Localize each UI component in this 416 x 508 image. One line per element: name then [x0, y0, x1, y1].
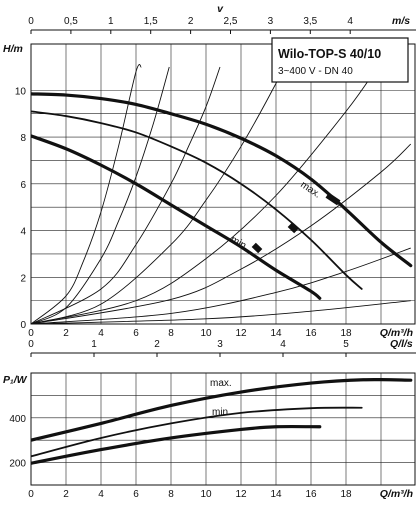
pump-curve — [31, 377, 413, 442]
x-tick-label: 14 — [270, 328, 282, 339]
head-flow-panel: 0 0,5 1 1,5 2 2,5 3 3,5 4 m/s v 0 2 4 6 8 10 12 14 16 18 Q/m³… — [3, 3, 416, 339]
x-tick-label: 4 — [98, 328, 104, 339]
x-tick-label: 10 — [200, 328, 212, 339]
top-axis-tick-label: 1 — [108, 16, 114, 27]
x-tick-label: 14 — [270, 489, 282, 500]
top-axis-tick-label: 3 — [268, 16, 274, 27]
y-tick-label: 10 — [15, 86, 27, 97]
pump-curve — [31, 424, 322, 465]
x-tick-label: 16 — [305, 489, 317, 500]
x-tick-label: 8 — [168, 489, 174, 500]
x-tick-label: 6 — [133, 489, 139, 500]
x-tick-label: 2 — [63, 328, 69, 339]
system-curve — [31, 64, 142, 324]
top-axis-tick-label: 4 — [280, 339, 286, 350]
x-tick-label: 18 — [340, 489, 352, 500]
plot-frame — [30, 372, 416, 486]
system-curve — [31, 300, 411, 324]
top-axis-tick-label: 0 — [28, 339, 34, 350]
x-tick-label: 8 — [168, 328, 174, 339]
y-tick-label: 200 — [9, 459, 26, 470]
pump-curve — [31, 92, 413, 268]
system-curve — [31, 66, 170, 324]
top-axis-tick-label: 0,5 — [64, 16, 78, 27]
pump-curve — [31, 134, 322, 300]
top-axis-tick-label: 3 — [217, 339, 223, 350]
pump-subtitle: 3~400 V - DN 40 — [278, 66, 353, 77]
y-axis-label: H/m — [3, 43, 23, 55]
x-tick-label: 0 — [28, 489, 34, 500]
y-tick-label: 8 — [20, 133, 26, 144]
system-curve — [31, 66, 378, 324]
pump-curve — [31, 406, 363, 458]
top-axis-tick-label: 2 — [154, 339, 160, 350]
y-tick-label: 2 — [20, 273, 26, 284]
x-tick-label: 12 — [235, 328, 247, 339]
system-curve — [31, 66, 284, 324]
top-axis-tick-label: 2 — [188, 16, 194, 27]
pump-info-box: Wilo-TOP-S 40/10 3~400 V - DN 40 — [271, 37, 409, 83]
top-axis-tick-label: 4 — [347, 16, 353, 27]
y-axis-label: P₁/W — [3, 374, 28, 386]
y-tick-label: 0 — [20, 320, 26, 331]
x-tick-label: 18 — [340, 328, 352, 339]
y-tick-label: 6 — [20, 180, 26, 191]
curve-label: max. — [210, 378, 232, 389]
curve-label: min. — [212, 407, 231, 418]
top-axis-tick-label: 1,5 — [144, 16, 158, 27]
x-tick-label: 2 — [63, 489, 69, 500]
info-box-frame — [271, 37, 409, 83]
power-flow-panel: 0 1 2 3 4 5 Q/l/s0 2 4 6 8 10 12 14 16 18 Q/m³/h200400P₁… — [3, 338, 416, 500]
x-tick-label: 10 — [200, 489, 212, 500]
x-axis-label: Q/m³/h — [380, 327, 413, 339]
system-curve — [31, 143, 412, 324]
top-axis-tick-label: 3,5 — [303, 16, 317, 27]
system-curve — [31, 66, 221, 324]
operating-point-marker — [251, 242, 263, 254]
x-axis-label: Q/m³/h — [380, 488, 413, 500]
top-axis-tick-label: 0 — [28, 16, 34, 27]
x-tick-label: 4 — [98, 489, 104, 500]
y-tick-label: 4 — [20, 227, 26, 238]
top-axis-tick-label: 5 — [343, 339, 349, 350]
curve-label: max. — [298, 179, 322, 200]
x-tick-label: 0 — [28, 328, 34, 339]
pump-title: Wilo-TOP-S 40/10 — [278, 47, 381, 61]
top-axis-unit-label: m/s — [392, 15, 410, 27]
x-tick-label: 6 — [133, 328, 139, 339]
top-axis-unit-label: Q/l/s — [390, 338, 413, 350]
x-tick-label: 16 — [305, 328, 317, 339]
top-axis-tick-label: 2,5 — [224, 16, 238, 27]
top-axis-name: v — [217, 3, 224, 15]
y-tick-label: 400 — [9, 414, 26, 425]
top-axis-tick-label: 1 — [91, 339, 97, 350]
operating-point-marker — [287, 222, 299, 234]
x-tick-label: 12 — [235, 489, 247, 500]
system-curve — [31, 247, 411, 324]
operating-point-marker — [325, 192, 341, 206]
pump-curve — [31, 110, 363, 290]
